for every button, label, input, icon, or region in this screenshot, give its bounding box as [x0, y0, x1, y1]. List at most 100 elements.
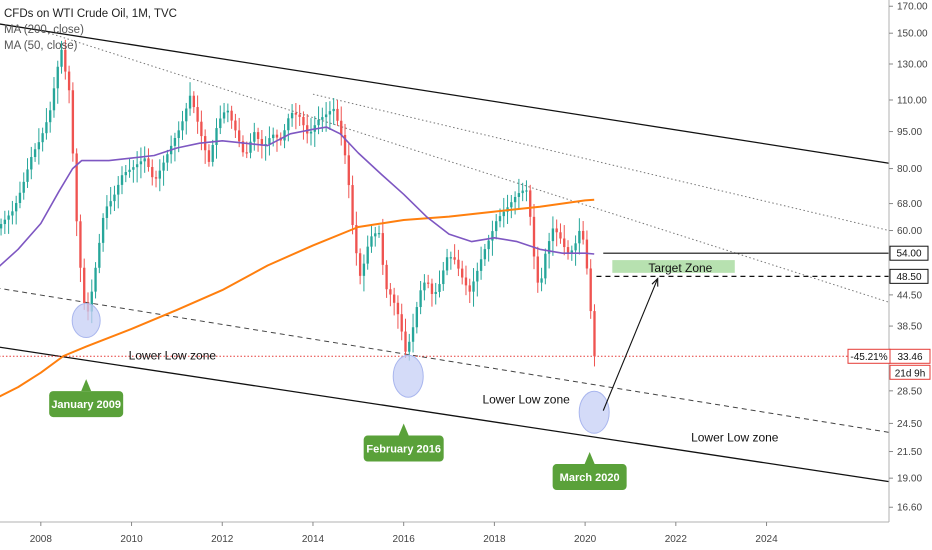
level-tag — [889, 268, 929, 284]
candle — [392, 287, 396, 316]
candle — [510, 195, 513, 219]
candle — [139, 147, 143, 179]
candle — [41, 127, 44, 152]
candle — [358, 248, 362, 285]
candle-body — [0, 224, 3, 229]
candle — [502, 197, 505, 228]
candle — [64, 39, 67, 80]
candle-body — [33, 149, 37, 158]
candle — [268, 126, 271, 156]
candle — [536, 246, 539, 293]
candle — [245, 141, 248, 159]
candle — [544, 248, 547, 285]
candle — [332, 98, 335, 125]
candle-body — [56, 66, 59, 89]
candle — [109, 187, 112, 215]
candle-body — [283, 130, 286, 141]
candle — [192, 91, 195, 114]
candle — [158, 159, 161, 192]
candle — [256, 127, 260, 152]
candle-body — [442, 270, 445, 285]
candle-body — [593, 311, 596, 357]
candle — [45, 108, 48, 140]
level-tag-label: 48.50 — [896, 272, 921, 283]
candle — [143, 146, 146, 173]
candle — [389, 283, 392, 307]
x-tick-label: 2018 — [483, 534, 506, 545]
candle — [37, 128, 41, 165]
candle — [203, 129, 207, 164]
candle-body — [317, 119, 320, 126]
candle-body — [79, 221, 82, 268]
candle-body — [302, 116, 305, 126]
candle-body — [222, 112, 226, 119]
candle — [7, 210, 10, 234]
candle-body — [408, 341, 411, 352]
candle-body — [15, 203, 18, 212]
candle — [306, 114, 309, 144]
candle-body — [430, 283, 434, 294]
candle — [71, 82, 75, 162]
candle — [336, 100, 339, 126]
candle-body — [83, 267, 86, 303]
candle — [124, 164, 127, 183]
candle-body — [578, 230, 581, 244]
candle — [241, 135, 245, 157]
candle-body — [570, 250, 573, 253]
candle-body — [41, 133, 44, 143]
candle-body — [385, 264, 388, 290]
candle — [581, 221, 585, 245]
candle — [83, 258, 86, 310]
candle-body — [132, 167, 135, 170]
candle — [366, 235, 369, 270]
x-tick-label: 2008 — [30, 534, 53, 545]
candle-body — [294, 112, 298, 115]
dotted-trendline — [312, 93, 890, 232]
candle-body — [468, 285, 471, 292]
candle-body — [544, 253, 547, 279]
candle-body — [211, 144, 214, 162]
candle — [563, 225, 566, 256]
change-percent-label: -45.21% — [850, 352, 887, 363]
candle-body — [200, 121, 203, 137]
candle — [517, 178, 521, 209]
candle-body — [510, 202, 513, 208]
candle-body — [162, 162, 165, 171]
candle-body — [370, 236, 373, 247]
candle-body — [275, 134, 279, 138]
candle-body — [396, 302, 400, 315]
candle-body — [52, 88, 56, 111]
date-badge — [49, 391, 124, 418]
candle-body — [491, 231, 494, 241]
candle — [423, 274, 426, 301]
candle — [117, 176, 120, 209]
candle — [415, 301, 419, 334]
level-tag — [889, 245, 929, 261]
candle-body — [309, 131, 313, 134]
candle-body — [7, 215, 10, 220]
candle-body — [124, 172, 127, 176]
moving-averages — [0, 126, 595, 398]
candle-body — [589, 268, 592, 312]
candle — [411, 313, 415, 353]
candle-body — [574, 243, 577, 251]
candle-body — [128, 169, 131, 173]
date-badge — [363, 435, 444, 462]
candle-body — [260, 138, 264, 146]
candle-body — [525, 190, 528, 192]
y-tick-label: 68.00 — [897, 199, 922, 210]
y-tick-label: 21.50 — [897, 447, 922, 458]
candle — [154, 170, 158, 188]
candle — [11, 200, 14, 225]
candle — [343, 123, 347, 165]
candle — [98, 233, 101, 274]
candle-body — [400, 314, 403, 332]
candle-body — [536, 256, 539, 283]
candle-body — [166, 154, 169, 163]
candle — [540, 267, 543, 292]
candle-body — [75, 153, 78, 222]
candle-body — [366, 246, 369, 264]
candle-body — [513, 196, 517, 203]
